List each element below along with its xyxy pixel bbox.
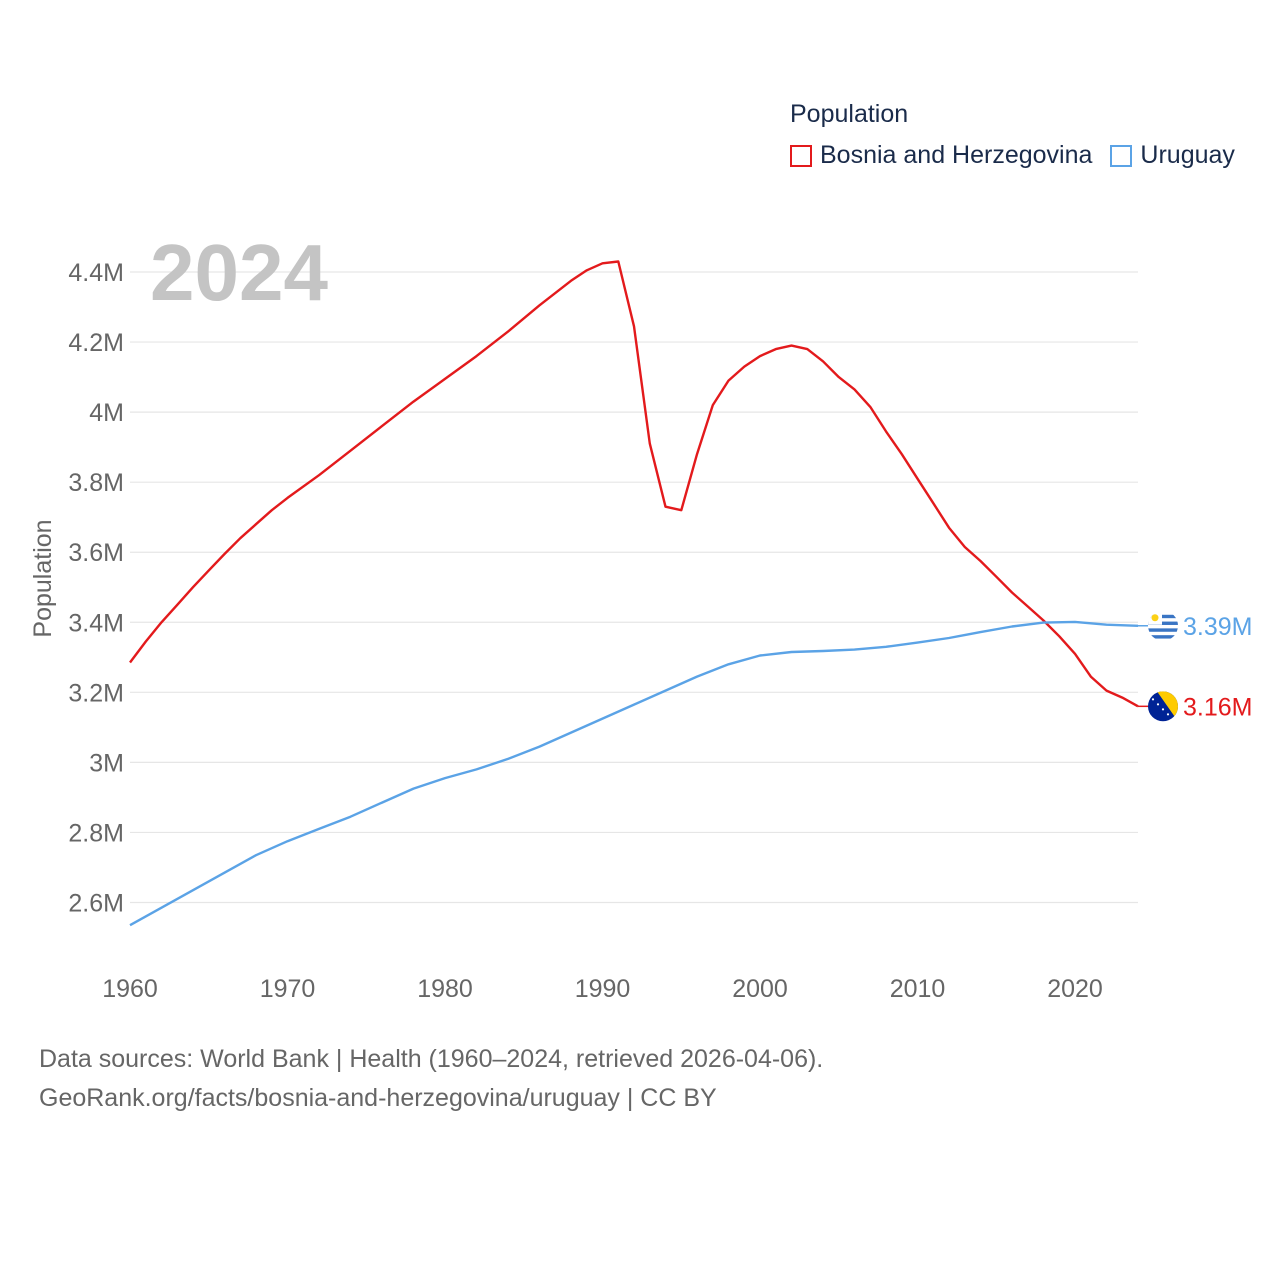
legend-swatch-bosnia (790, 144, 812, 167)
bosnia-flag-icon (1148, 691, 1178, 722)
x-tick-label: 1990 (575, 975, 631, 1003)
bosnia-end-value-label: 3.16M (1183, 693, 1252, 721)
x-tick-label: 1960 (102, 975, 158, 1003)
y-tick-label: 2.6M (68, 889, 124, 917)
y-tick-label: 4.4M (68, 259, 124, 287)
legend-item-bosnia[interactable]: Bosnia and Herzegovina (790, 141, 1092, 170)
x-tick-label: 2000 (732, 975, 788, 1003)
x-tick-label: 1980 (417, 975, 473, 1003)
x-tick-label: 2020 (1047, 975, 1103, 1003)
y-tick-label: 3.6M (68, 539, 124, 567)
legend-title: Population (790, 100, 909, 128)
legend-item-uruguay[interactable]: Uruguay (1110, 141, 1235, 170)
y-axis-label: Population (29, 519, 57, 637)
uruguay-series-line (129, 620, 1139, 927)
y-tick-label: 2.8M (68, 819, 124, 847)
legend-swatch-uruguay (1110, 144, 1133, 167)
legend: Bosnia and Herzegovina Uruguay (790, 141, 1253, 170)
x-tick-label: 1970 (260, 975, 316, 1003)
y-tick-label: 3.4M (68, 609, 124, 637)
y-tick-label: 4.2M (68, 329, 124, 357)
legend-label-uruguay: Uruguay (1140, 141, 1235, 169)
uruguay-flag-icon (1148, 610, 1178, 641)
bosnia-series-line (129, 260, 1139, 708)
source-link[interactable]: GeoRank.org/facts/bosnia-and-herzegovina… (39, 1084, 717, 1112)
year-label: 2024 (150, 228, 328, 317)
data-source-text: Data sources: World Bank | Health (1960–… (39, 1045, 824, 1073)
x-tick-label: 2010 (890, 975, 946, 1003)
y-tick-label: 3.2M (68, 679, 124, 707)
uruguay-end-value-label: 3.39M (1183, 613, 1252, 641)
y-tick-label: 3M (89, 749, 124, 777)
y-tick-label: 3.8M (68, 469, 124, 497)
y-tick-label: 4M (89, 399, 124, 427)
legend-label-bosnia: Bosnia and Herzegovina (820, 141, 1093, 169)
